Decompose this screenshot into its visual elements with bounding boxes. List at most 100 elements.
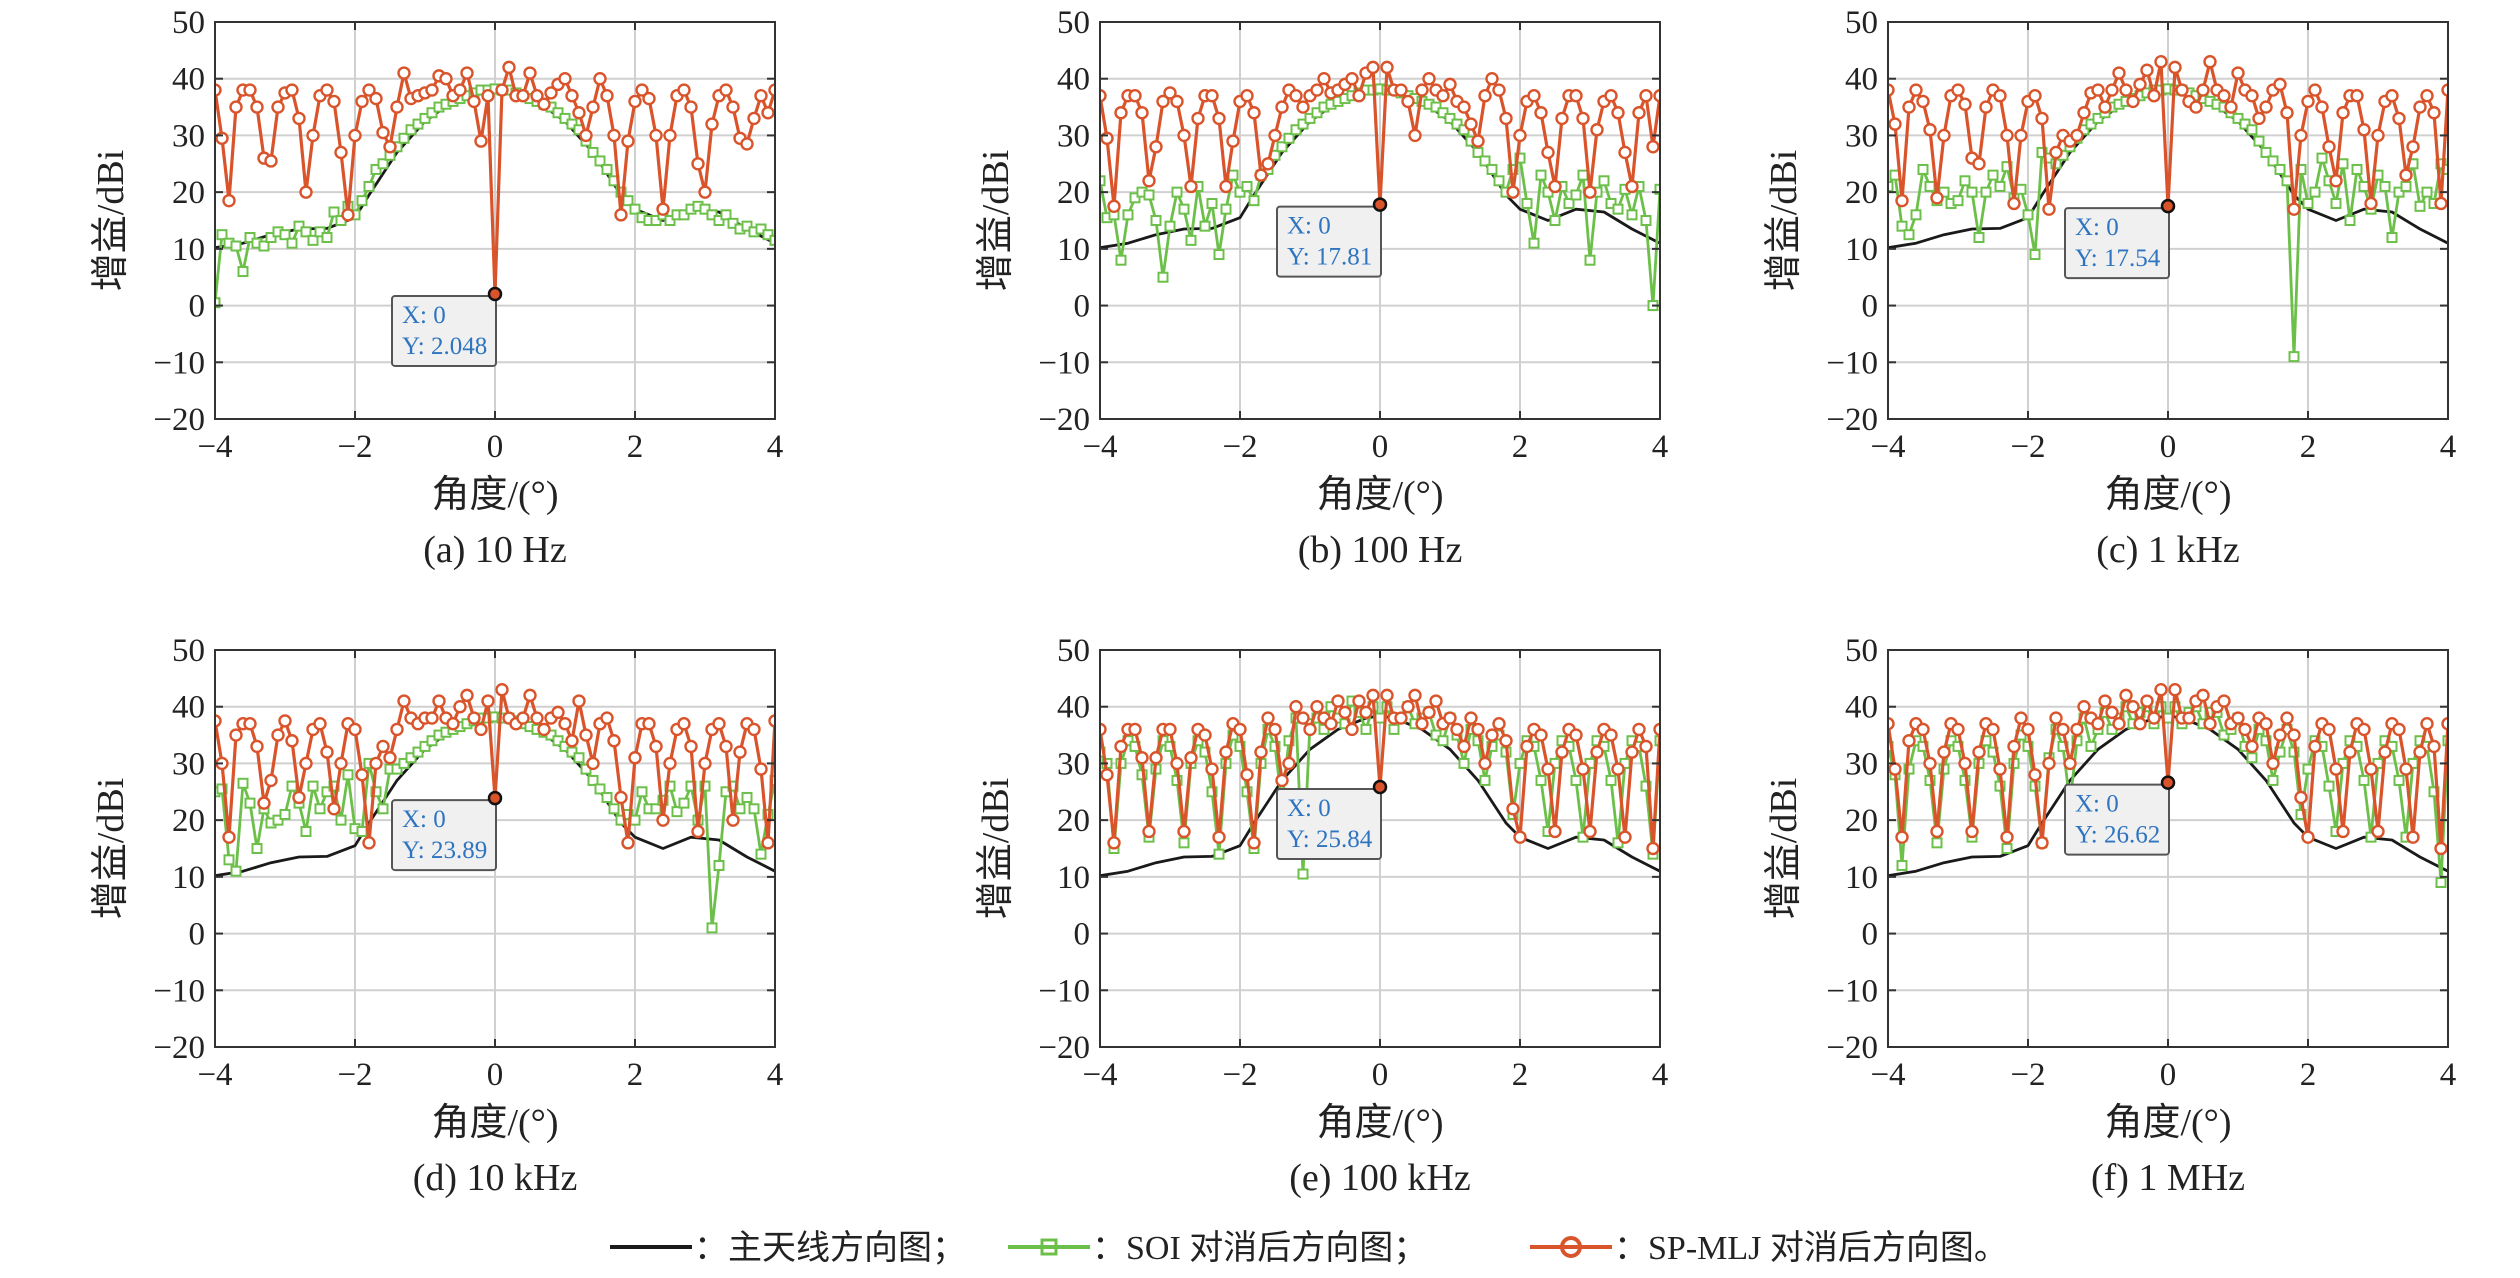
spmlj-point [698,185,712,199]
plot-series-group [1888,55,2448,363]
spmlj-point [2000,128,2014,143]
spmlj-point [355,768,369,782]
soi-point [727,217,739,229]
soi-point [244,232,256,244]
spmlj-point [1128,722,1142,737]
datatip-anchor [2160,198,2176,214]
soi-point [2001,843,2013,854]
spmlj-point [1471,134,1485,148]
spmlj-point [1352,89,1366,103]
datatip-box [2064,783,2170,856]
soi-point [1283,132,1295,144]
spmlj-point [2308,739,2322,754]
spmlj-point [1513,128,1527,143]
spmlj-point [2063,756,2077,771]
spmlj-point [1268,722,1282,737]
y-tick-label: 20 [172,175,205,211]
spmlj-point [285,734,299,748]
spmlj-point [614,208,628,222]
soi-point [1269,740,1281,752]
soi-point [573,752,585,764]
chart-panel: −4 −2 0 2 450403020100−10−20角度/(°)增益/dBi(e) … [975,633,1668,1199]
y-tick-label: 50 [1845,633,1878,669]
spmlj-point [1415,83,1429,97]
spmlj-point [2392,722,2406,737]
spmlj-point [551,705,565,720]
spmlj-point [2077,700,2091,714]
spmlj-point [327,802,341,816]
spmlj-point [1303,722,1317,737]
y-tick-label: 20 [172,803,205,839]
soi-point [1157,271,1169,283]
x-tick-label: 0 [2160,429,2177,465]
spmlj-point [1219,745,1233,759]
spmlj-point [2098,694,2112,708]
spmlj-point [2028,89,2042,103]
spmlj-point [1184,751,1198,765]
soi-point [769,234,775,246]
spmlj-point [1986,722,2000,737]
spmlj-point [2203,55,2217,69]
spmlj-point [579,728,593,742]
spmlj-point [1457,100,1471,114]
soi-point [1896,220,1908,232]
spmlj-point [1583,824,1597,839]
soi-point [230,865,242,877]
spmlj-point [572,106,586,120]
spmlj-point [607,734,621,748]
spmlj-point [2196,83,2210,97]
spmlj-point [1401,94,1415,109]
y-tick-label: 50 [172,633,205,669]
spmlj-point [1352,694,1366,708]
y-tick-label: 50 [1057,5,1090,41]
legend-soi-marker [1040,1238,1058,1256]
spmlj-point [481,89,495,103]
x-tick-label: −4 [197,429,232,465]
x-tick-label: −2 [1222,429,1257,465]
spmlj-point [1902,734,1916,748]
spmlj-point [1310,700,1324,714]
spmlj-point [348,722,362,737]
panel-caption: (c) 1 kHz [2096,529,2239,571]
spmlj-point [1261,157,1275,171]
spmlj-point [677,83,691,97]
soi-point [2386,232,2398,244]
soi-point [1980,186,1992,198]
spmlj-point [2301,94,2315,109]
spmlj-point [1478,89,1492,103]
chart-panel: −4 −2 0 2 450403020100−10−20角度/(°)增益/dBi(d) … [90,633,783,1199]
spmlj-point [2364,196,2378,211]
spmlj-point [537,722,551,737]
spmlj-point [2273,77,2287,92]
spmlj-point [2196,688,2210,703]
spmlj-point [383,140,397,154]
spmlj-point [1100,89,1107,103]
spmlj-point [2322,722,2336,737]
spmlj-point [2364,762,2378,776]
spmlj-point [467,94,481,109]
soi-point [342,769,354,781]
spmlj-point [1100,768,1114,782]
soi-point [1563,197,1575,209]
y-tick-label: 40 [1057,62,1090,98]
soi-point [1570,189,1582,201]
y-tick-label: −20 [153,402,205,438]
panel-caption: (e) 100 kHz [1289,1157,1470,1199]
soi-point [1220,203,1232,215]
soi-point [1903,229,1915,241]
spmlj-point [1268,128,1282,143]
soi-point [2260,146,2272,158]
soi-point [1486,163,1498,175]
spmlj-point [1916,94,1930,109]
datatip-box [1276,788,1382,861]
spmlj-point [1366,60,1380,75]
soi-point [2267,155,2279,167]
spmlj-point [453,700,467,714]
spmlj-point [2091,717,2105,731]
soi-point [279,229,291,241]
spmlj-point [222,193,236,208]
soi-point [2036,146,2048,158]
spmlj-point [2147,711,2161,725]
y-tick-label: 10 [1057,232,1090,268]
spmlj-point [621,836,635,850]
